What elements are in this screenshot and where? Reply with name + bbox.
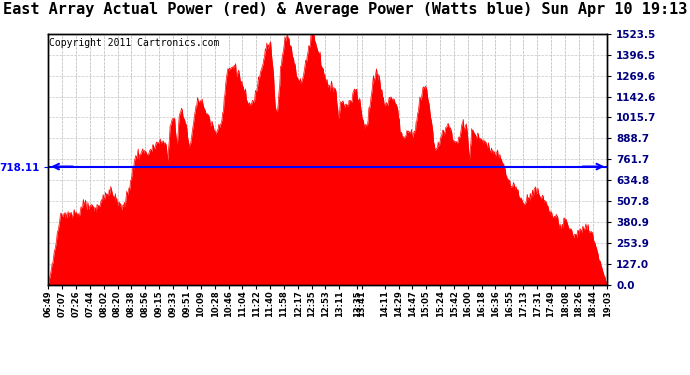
Text: East Array Actual Power (red) & Average Power (Watts blue) Sun Apr 10 19:13: East Array Actual Power (red) & Average … (3, 2, 687, 17)
Text: Copyright 2011 Cartronics.com: Copyright 2011 Cartronics.com (50, 38, 220, 48)
